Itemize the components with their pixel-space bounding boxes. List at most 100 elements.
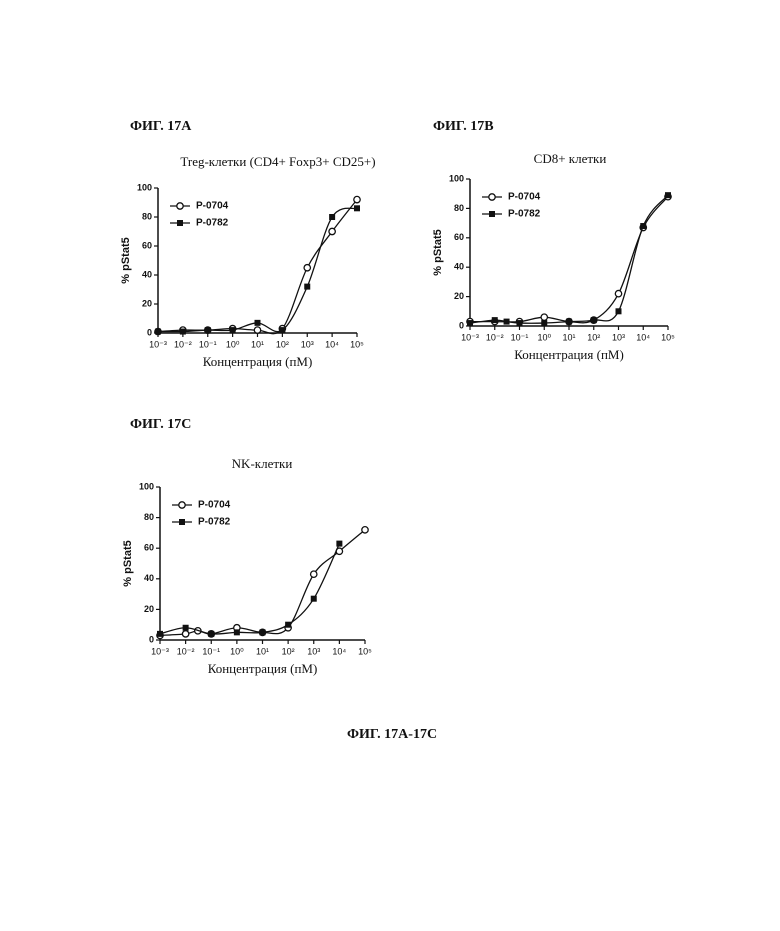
point — [254, 327, 260, 333]
point — [541, 314, 547, 320]
x-tick-label: 10¹ — [256, 646, 269, 656]
figure-label: ФИГ. 17A — [130, 119, 192, 134]
x-tick-label: 10⁴ — [636, 332, 650, 342]
point — [183, 625, 189, 631]
curve — [160, 530, 365, 636]
x-axis-label: Концентрация (пМ) — [208, 661, 318, 676]
point — [492, 317, 498, 323]
point — [205, 327, 211, 333]
x-tick-label: 10⁻³ — [461, 332, 479, 342]
point — [504, 319, 510, 325]
point — [230, 327, 236, 333]
y-tick-label: 20 — [142, 298, 152, 308]
point — [255, 320, 261, 326]
point — [541, 320, 547, 326]
legend-marker — [489, 194, 495, 200]
page: ФИГ. 17A-17C ФИГ. 17A Treg-клетки (CD4+ F… — [0, 0, 780, 931]
point — [155, 329, 161, 335]
x-tick-label: 10³ — [612, 332, 625, 342]
point — [304, 265, 310, 271]
point — [640, 223, 646, 229]
point — [615, 290, 621, 296]
y-tick-label: 100 — [137, 182, 152, 192]
point — [208, 631, 214, 637]
x-axis-label: Концентрация (пМ) — [514, 347, 624, 362]
point — [616, 308, 622, 314]
point — [182, 631, 188, 637]
curve — [158, 208, 357, 331]
point — [285, 622, 291, 628]
x-tick-label: 10⁻¹ — [511, 332, 529, 342]
y-tick-label: 20 — [454, 291, 464, 301]
point — [329, 228, 335, 234]
point — [157, 631, 163, 637]
x-tick-label: 10⁴ — [332, 646, 346, 656]
legend-marker — [177, 203, 183, 209]
legend-label: P-0704 — [198, 500, 231, 511]
point — [311, 571, 317, 577]
point — [362, 527, 368, 533]
y-tick-label: 80 — [142, 211, 152, 221]
point — [354, 205, 360, 211]
caption: ФИГ. 17A-17C — [347, 727, 437, 742]
y-tick-label: 40 — [144, 573, 154, 583]
x-tick-label: 10² — [282, 646, 295, 656]
point — [566, 319, 572, 325]
y-tick-label: 80 — [144, 512, 154, 522]
legend-label: P-0782 — [196, 218, 229, 229]
x-tick-label: 10⁻³ — [151, 646, 169, 656]
x-tick-label: 10⁻² — [174, 339, 192, 349]
x-tick-label: 10⁵ — [358, 646, 372, 656]
x-tick-label: 10⁵ — [661, 332, 675, 342]
point — [665, 192, 671, 198]
figure-label: ФИГ. 17B — [433, 119, 494, 134]
point — [329, 214, 335, 220]
legend-marker — [179, 519, 185, 525]
legend-marker — [179, 502, 185, 508]
legend-label: P-0704 — [508, 192, 541, 203]
legend-label: P-0782 — [508, 209, 541, 220]
y-tick-label: 0 — [149, 634, 154, 644]
point — [279, 327, 285, 333]
curve — [160, 544, 339, 634]
y-tick-label: 40 — [454, 262, 464, 272]
point — [591, 317, 597, 323]
y-tick-label: 100 — [449, 173, 464, 183]
point — [304, 284, 310, 290]
x-tick-label: 10⁻² — [177, 646, 195, 656]
y-tick-label: 0 — [459, 320, 464, 330]
chart-title: NK-клетки — [232, 456, 293, 471]
x-tick-label: 10³ — [307, 646, 320, 656]
x-tick-label: 10⁰ — [230, 646, 244, 656]
y-tick-label: 60 — [144, 543, 154, 553]
y-tick-label: 0 — [147, 327, 152, 337]
chart-title: Treg-клетки (CD4+ Foxp3+ CD25+) — [180, 154, 375, 169]
point — [260, 629, 266, 635]
point — [180, 329, 186, 335]
legend-label: P-0704 — [196, 201, 229, 212]
curve — [158, 200, 357, 334]
chart-title: CD8+ клетки — [534, 151, 607, 166]
y-tick-label: 20 — [144, 604, 154, 614]
figure-label: ФИГ. 17C — [130, 417, 191, 432]
x-tick-label: 10⁻¹ — [199, 339, 217, 349]
y-axis-label: % pStat5 — [122, 540, 134, 586]
x-tick-label: 10² — [276, 339, 289, 349]
y-axis-label: % pStat5 — [432, 229, 444, 275]
point — [311, 596, 317, 602]
x-tick-label: 10⁻² — [486, 332, 504, 342]
point — [354, 196, 360, 202]
x-tick-label: 10¹ — [251, 339, 264, 349]
legend-label: P-0782 — [198, 517, 231, 528]
x-tick-label: 10¹ — [562, 332, 575, 342]
point — [336, 541, 342, 547]
point — [467, 320, 473, 326]
y-tick-label: 60 — [454, 232, 464, 242]
x-tick-label: 10² — [587, 332, 600, 342]
x-axis-label: Концентрация (пМ) — [203, 354, 313, 369]
y-tick-label: 60 — [142, 240, 152, 250]
y-tick-label: 40 — [142, 269, 152, 279]
y-tick-label: 100 — [139, 481, 154, 491]
curve — [470, 197, 668, 323]
point — [517, 320, 523, 326]
